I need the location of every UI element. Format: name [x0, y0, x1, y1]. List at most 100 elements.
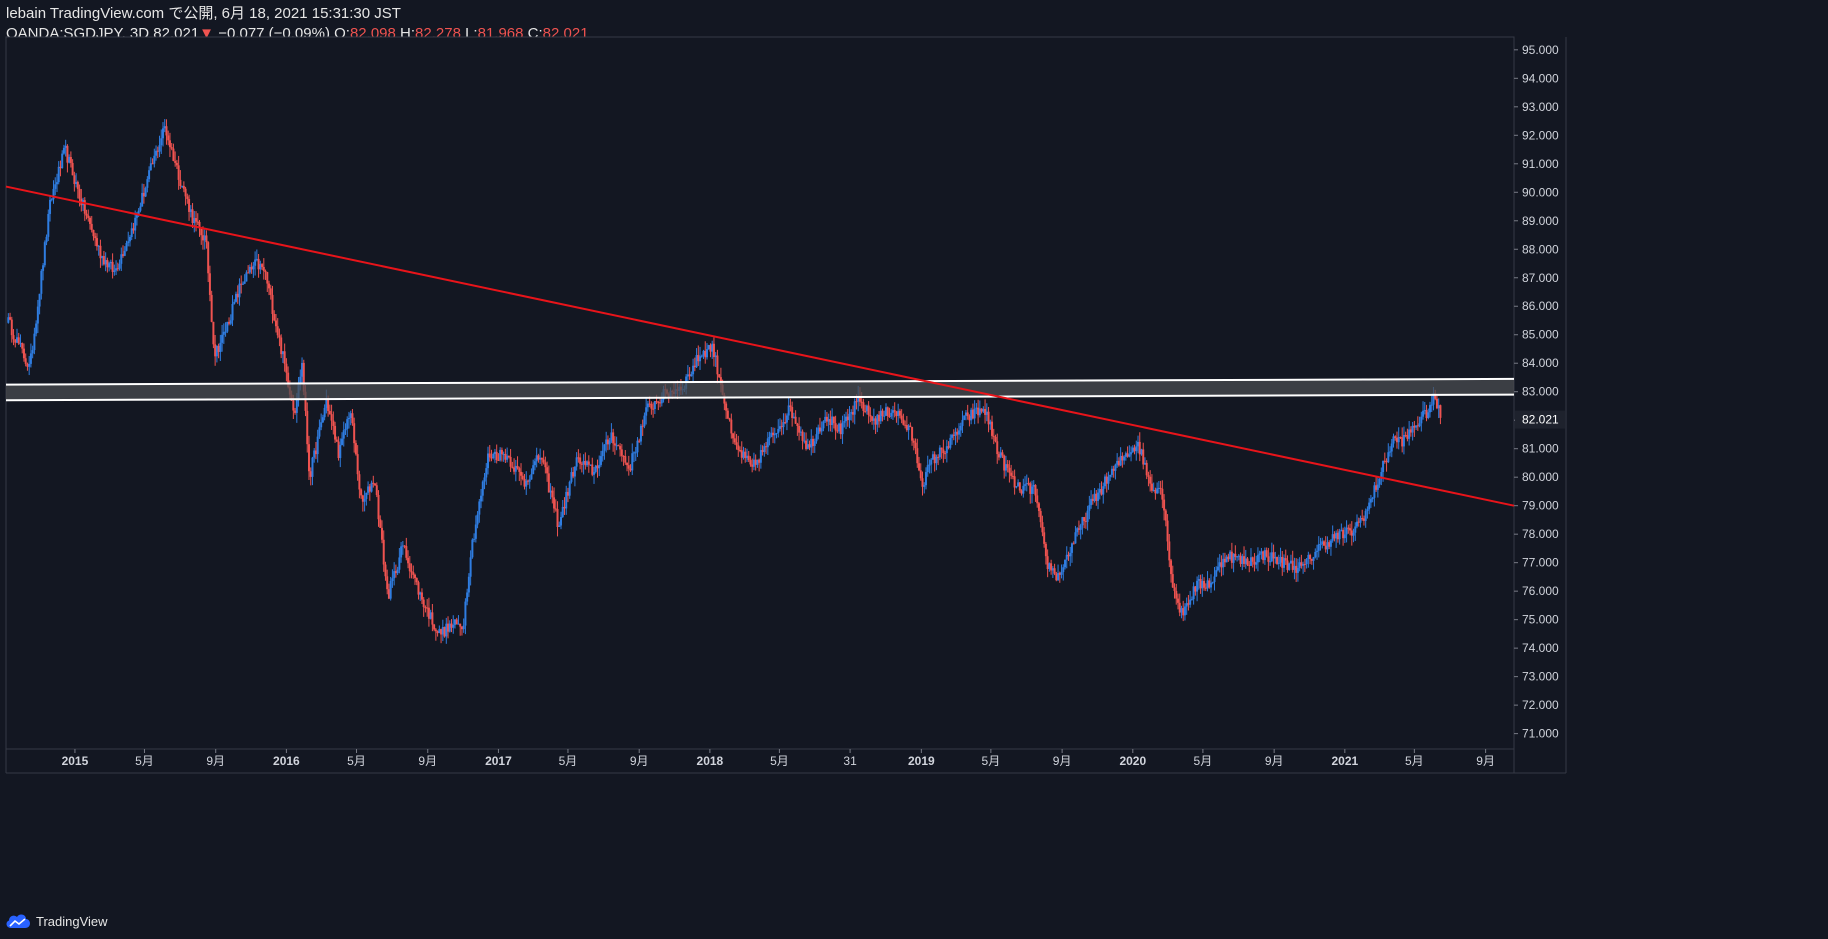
candle-up: [1402, 426, 1405, 455]
candle-body: [1289, 560, 1292, 564]
candle-down: [1199, 574, 1202, 594]
candle-down: [495, 444, 498, 464]
candle-body: [735, 442, 738, 446]
candle-down: [1404, 431, 1407, 438]
candle-body: [1213, 576, 1216, 583]
candle-body: [104, 260, 107, 265]
candle-body: [514, 465, 517, 472]
candle-down: [1145, 460, 1148, 480]
candle-up: [924, 467, 927, 490]
candle-down: [1272, 544, 1275, 568]
candle-body: [410, 571, 413, 573]
candle-body: [772, 432, 775, 436]
candle-down: [888, 407, 891, 418]
candle-body: [172, 148, 175, 161]
candle-body: [186, 196, 189, 199]
candle-body: [488, 453, 491, 458]
candle-body: [384, 564, 387, 577]
candle-body: [252, 265, 255, 270]
candle-body: [1123, 456, 1126, 461]
candle-down: [351, 408, 354, 426]
candle-body: [593, 471, 596, 475]
candle-down: [1375, 476, 1378, 492]
candle-body: [1392, 436, 1395, 444]
candle-body: [1331, 534, 1334, 541]
candle-body: [521, 475, 524, 480]
candle-body: [328, 410, 331, 415]
candle-body: [1168, 541, 1171, 561]
candle-up: [49, 195, 52, 222]
candle-down: [191, 203, 194, 228]
candle-body: [893, 410, 896, 412]
candle-body: [872, 418, 875, 421]
candle-body: [1133, 447, 1136, 452]
candle-body: [1116, 460, 1119, 465]
candle-body: [556, 509, 559, 527]
candle-up: [1197, 574, 1200, 590]
candle-body: [224, 331, 227, 333]
candle-down: [1091, 494, 1094, 505]
candle-down: [236, 285, 239, 304]
candle-up: [481, 480, 484, 502]
candle-body: [393, 571, 396, 579]
candle-body: [1064, 559, 1067, 568]
candle-body: [912, 440, 915, 443]
candle-down: [375, 482, 378, 498]
candle-up: [1352, 528, 1355, 543]
candle-body: [699, 356, 702, 362]
candle-body: [919, 470, 922, 479]
candle-down: [415, 577, 418, 586]
candle-body: [1260, 551, 1263, 554]
candle-down: [688, 367, 691, 380]
candle-up: [838, 422, 841, 434]
candle-down: [1018, 482, 1021, 493]
candle-down: [796, 422, 799, 436]
candle-body: [752, 459, 755, 467]
candle-body: [596, 465, 599, 469]
candle-up: [467, 573, 470, 597]
candle-up: [1237, 553, 1240, 561]
candle-up: [1137, 435, 1140, 454]
candle-up: [973, 400, 976, 425]
candle-down: [580, 461, 583, 473]
candle-up: [643, 412, 646, 429]
candle-down: [151, 158, 154, 165]
candle-body: [996, 441, 999, 455]
candle-up: [810, 429, 813, 456]
candle-body: [1220, 562, 1223, 568]
candle-body: [1211, 582, 1214, 584]
candle-body: [68, 156, 71, 163]
candle-down: [314, 441, 317, 460]
candle-body: [559, 517, 562, 526]
candle-down: [697, 345, 700, 366]
candle-body: [1432, 393, 1435, 405]
candle-body: [780, 426, 783, 428]
candle-body: [238, 283, 241, 298]
candle-body: [622, 455, 625, 457]
candle-body: [1364, 510, 1367, 521]
candle-body: [817, 427, 820, 435]
candle-body: [730, 419, 733, 434]
candle-up: [692, 358, 695, 383]
candle-up: [1218, 554, 1221, 573]
candle-body: [540, 457, 543, 460]
candle-body: [1305, 559, 1308, 565]
candle-up: [958, 423, 961, 440]
candle-body: [1152, 489, 1155, 491]
candle-down: [9, 312, 12, 321]
candle-body: [314, 450, 317, 455]
candle-body: [193, 218, 196, 223]
candle-up: [963, 415, 966, 421]
candle-body: [1380, 472, 1383, 479]
candle-body: [1187, 603, 1190, 605]
candle-up: [469, 550, 472, 586]
candle-body: [351, 413, 354, 424]
candle-body: [971, 409, 974, 419]
candle-down: [354, 440, 357, 456]
candle-body: [268, 283, 271, 289]
candle-down: [1253, 553, 1256, 572]
candle-up: [391, 569, 394, 588]
candle-body: [1079, 525, 1082, 530]
candle-body: [118, 263, 121, 269]
